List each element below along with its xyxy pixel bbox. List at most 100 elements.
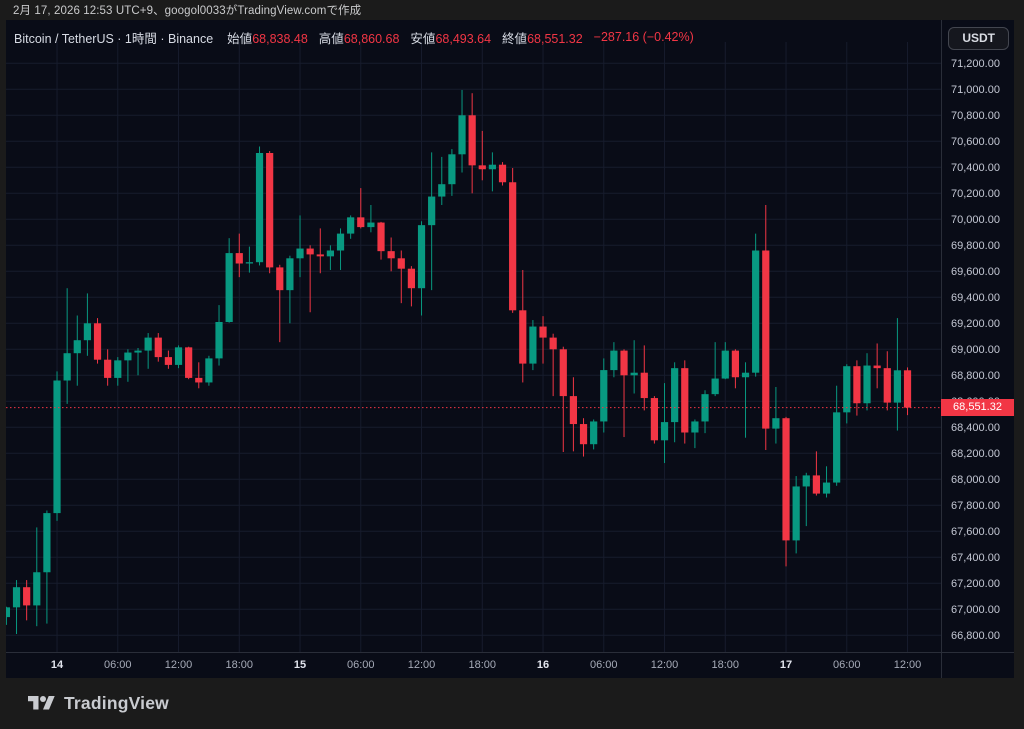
candle	[255, 146, 264, 266]
candle	[671, 362, 679, 443]
price-tick-label: 67,800.00	[951, 500, 1000, 512]
candle	[93, 318, 102, 364]
price-tick-label: 69,600.00	[951, 266, 1000, 278]
price-tick-label: 67,400.00	[951, 552, 1000, 564]
tradingview-brand-text: TradingView	[64, 693, 169, 713]
candle	[883, 351, 891, 411]
price-tick-label: 67,200.00	[951, 578, 1000, 590]
candle	[33, 527, 41, 627]
candle	[407, 266, 415, 307]
candle	[83, 293, 91, 356]
time-tick-label: 18:00	[712, 659, 740, 671]
candle	[549, 333, 557, 397]
candle	[701, 390, 709, 434]
candle	[903, 367, 912, 416]
candle	[225, 238, 233, 323]
candle	[397, 250, 405, 304]
candle	[519, 270, 527, 383]
candle	[478, 130, 486, 181]
candle	[6, 606, 10, 625]
price-tick-label: 70,400.00	[951, 162, 1000, 174]
candle	[792, 476, 800, 554]
candle	[387, 237, 395, 272]
bottom-bar: TradingView	[0, 678, 1024, 729]
time-tick-label: 15	[294, 659, 306, 671]
candle	[812, 451, 820, 496]
candle	[539, 316, 547, 364]
time-tick-label: 12:00	[408, 659, 436, 671]
candle	[802, 472, 810, 527]
candle	[53, 371, 61, 521]
time-tick-label: 12:00	[894, 659, 922, 671]
time-tick-label: 06:00	[104, 659, 132, 671]
price-tick-label: 68,400.00	[951, 422, 1000, 434]
price-tick-label: 68,200.00	[951, 448, 1000, 460]
price-tick-label: 71,000.00	[951, 84, 1000, 96]
candle	[215, 305, 223, 366]
candle	[114, 357, 122, 386]
candle	[235, 233, 243, 278]
candle	[367, 205, 375, 233]
candle	[488, 152, 496, 192]
price-tick-label: 70,600.00	[951, 136, 1000, 148]
candle	[509, 167, 517, 313]
candle	[316, 228, 324, 274]
candle	[417, 221, 426, 316]
candle	[104, 349, 112, 386]
price-tick-label: 69,200.00	[951, 318, 1000, 330]
time-tick-label: 16	[537, 659, 549, 671]
attribution-text: 2月 17, 2026 12:53 UTC+9、googol0033がTradi…	[13, 5, 362, 17]
candle	[12, 580, 21, 634]
time-tick-label: 14	[51, 659, 64, 671]
legend-change: −287.16 (−0.42%)	[593, 30, 694, 44]
chart-canvas[interactable]: 66,800.00 67,000.00 67,200.00 67,400.00 67,6…	[6, 20, 1014, 678]
candle	[741, 362, 750, 438]
candle	[43, 510, 51, 624]
time-tick-label: 18:00	[469, 659, 497, 671]
candle	[245, 246, 253, 273]
candle	[428, 152, 436, 291]
candle	[124, 349, 132, 382]
candle	[306, 245, 314, 313]
currency-toggle-button[interactable]: USDT	[948, 27, 1009, 50]
candle	[63, 288, 71, 404]
candle	[660, 383, 669, 464]
candle	[164, 350, 172, 369]
price-tick-label: 70,200.00	[951, 188, 1000, 200]
candle	[833, 385, 841, 486]
tradingview-mark-icon	[28, 693, 55, 714]
candle	[640, 345, 648, 411]
symbol-legend: Bitcoin / TetherUS · 1時間 · Binance 始値68,…	[14, 29, 694, 46]
candle	[600, 358, 608, 433]
legend-high: 高値68,860.68	[318, 31, 400, 46]
candle	[762, 205, 770, 451]
legend-open: 始値68,838.48	[227, 31, 308, 46]
price-tick-label: 66,800.00	[951, 630, 1000, 642]
candle	[630, 340, 638, 394]
price-tick-label: 68,000.00	[951, 474, 1000, 486]
price-tick-label: 69,000.00	[951, 344, 1000, 356]
candle	[468, 93, 476, 194]
price-tick-label: 67,600.00	[951, 526, 1000, 538]
candle	[134, 348, 142, 376]
candle	[822, 466, 831, 498]
price-tick-label: 69,800.00	[951, 240, 1000, 252]
time-tick-label: 17	[780, 659, 792, 671]
candle	[144, 333, 152, 369]
candle	[377, 221, 385, 260]
candle	[721, 342, 729, 380]
time-tick-label: 06:00	[347, 659, 375, 671]
time-tick-label: 06:00	[590, 659, 618, 671]
time-tick-label: 06:00	[833, 659, 861, 671]
candle	[843, 364, 851, 424]
candle	[529, 320, 537, 371]
candle	[579, 418, 588, 457]
candle	[326, 245, 334, 270]
time-tick-label: 18:00	[226, 659, 254, 671]
candle	[73, 315, 81, 386]
candle	[559, 346, 567, 452]
tradingview-logo[interactable]: TradingView	[28, 693, 169, 714]
candle	[752, 233, 760, 377]
candle	[691, 419, 699, 449]
